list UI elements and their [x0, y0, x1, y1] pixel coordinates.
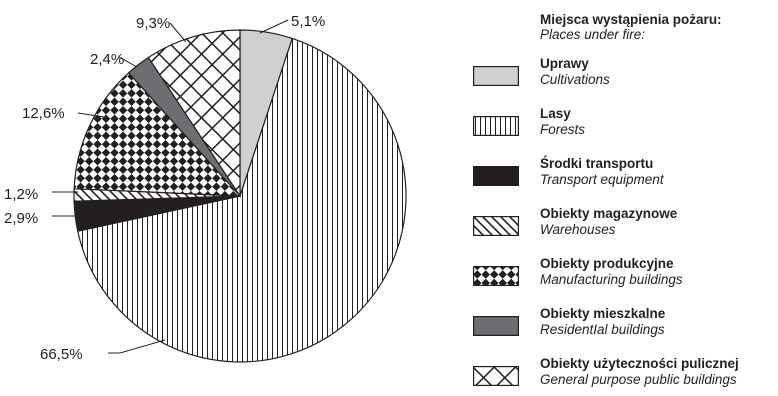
legend-swatch: [473, 266, 519, 286]
legend-label-en: General purpose public buildings: [540, 372, 737, 387]
legend-swatch: [473, 66, 519, 86]
leader-line-0: [259, 19, 289, 34]
leader-line-1: [108, 339, 166, 354]
slice-value-label-3: 1,2%: [4, 186, 38, 203]
pie-slice-1: [77, 37, 407, 363]
slice-value-label-2: 2,9%: [4, 210, 38, 227]
legend-swatch: [473, 316, 519, 336]
legend-item: Uprawy Cultivations: [470, 56, 776, 96]
legend-label-en: Transport equipment: [540, 172, 664, 187]
legend-item: Lasy Forests: [470, 106, 776, 146]
legend-item: Obiekty magazynowe Warehouses: [470, 206, 776, 246]
legend-label-pl: Obiekty mieszkalne: [540, 306, 666, 321]
legend-label-en: Manufacturing buildings: [540, 272, 683, 287]
legend-label-en: Cultivations: [540, 72, 610, 87]
legend-title: Miejsca wystąpienia pożaru: Places under…: [540, 12, 776, 42]
leader-line-5: [118, 56, 138, 68]
legend-label-en: ResidentIal buildings: [540, 322, 665, 337]
pie-chart: 5,1% 66,5% 2,9% 1,2% 12,6% 2,4% 9,3%: [4, 13, 407, 363]
slice-value-label-0: 5,1%: [291, 13, 325, 30]
slice-value-label-6: 9,3%: [136, 15, 170, 32]
legend: Miejsca wystąpienia pożaru: Places under…: [470, 12, 776, 387]
legend-swatch: [473, 366, 519, 386]
legend-label-pl: Obiekty produkcyjne: [540, 256, 674, 271]
legend-label-pl: Uprawy: [540, 56, 589, 71]
legend-swatch: [473, 216, 519, 236]
legend-swatch: [473, 166, 519, 186]
legend-label-pl: Lasy: [540, 106, 571, 121]
legend-swatch: [473, 116, 519, 136]
pie-slice-4: [73, 72, 242, 197]
leader-line-4: [77, 112, 105, 118]
legend-label-pl: Obiekty użyteczności pulicznej: [540, 356, 739, 371]
legend-label-pl: Obiekty magazynowe: [540, 206, 678, 221]
legend-item: Obiekty użyteczności pulicznej General pu…: [470, 356, 776, 396]
legend-label-en: Warehouses: [540, 222, 616, 237]
slice-value-label-4: 12,6%: [22, 105, 65, 122]
leader-line-6: [169, 22, 187, 43]
pie-slice-6: [147, 29, 241, 198]
legend-item: Środki transportu Transport equipment: [470, 156, 776, 196]
legend-item: Obiekty mieszkalne ResidentIal buildings: [470, 306, 776, 346]
legend-label-pl: Środki transportu: [540, 156, 654, 171]
slice-value-label-1: 66,5%: [40, 346, 83, 363]
slice-value-label-5: 2,4%: [90, 51, 124, 68]
legend-title-pl: Miejsca wystąpienia pożaru:: [540, 12, 722, 27]
legend-title-en: Places under fire:: [540, 27, 646, 42]
legend-item: Obiekty produkcyjne Manufacturing buildin…: [470, 256, 776, 296]
legend-label-en: Forests: [540, 122, 586, 137]
